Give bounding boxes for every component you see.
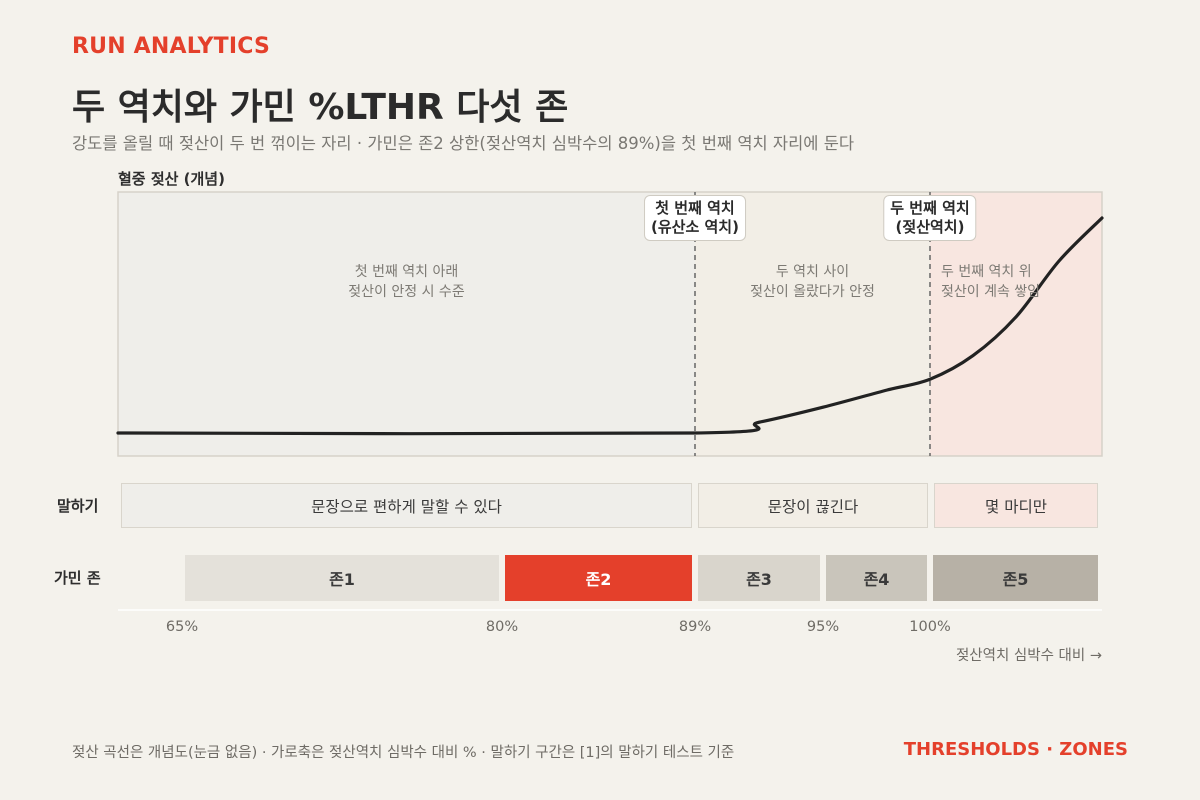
zone-4-bar: 존4 bbox=[826, 555, 927, 601]
region-label-between: 두 역치 사이 젖산이 올랐다가 안정 bbox=[750, 264, 875, 300]
kicker-label: RUN ANALYTICS bbox=[72, 34, 271, 59]
y-axis-label: 혈중 젖산 (개념) bbox=[118, 170, 225, 188]
region-label-below: 첫 번째 역치 아래 젖산이 안정 시 수준 bbox=[348, 264, 465, 300]
page-subtitle: 강도를 올릴 때 젖산이 두 번 꺾이는 자리 · 가민은 존2 상한(젖산역치… bbox=[72, 134, 855, 153]
brand-label: THRESHOLDS · ZONES bbox=[903, 739, 1128, 760]
first-threshold-marker: 첫 번째 역치 (유산소 역치) bbox=[644, 195, 746, 241]
x-tick-label: 80% bbox=[485, 619, 519, 635]
x-tick-label: 100% bbox=[909, 619, 951, 635]
lactate-curve bbox=[116, 216, 1104, 436]
talk-segment-comfortable: 문장으로 편하게 말할 수 있다 bbox=[121, 483, 692, 528]
zone-row-label: 가민 존 bbox=[54, 569, 101, 587]
x-tick-label: 95% bbox=[806, 619, 840, 635]
x-axis-title: 젖산역치 심박수 대비 → bbox=[955, 648, 1102, 664]
footnote: 젖산 곡선은 개념도(눈금 없음) · 가로축은 젖산역치 심박수 대비 % ·… bbox=[72, 745, 735, 761]
second-threshold-marker: 두 번째 역치 (젖산역치) bbox=[883, 195, 977, 241]
zone-3-bar: 존3 bbox=[698, 555, 820, 601]
region-below-first-threshold bbox=[118, 192, 695, 456]
page-title: 두 역치와 가민 %LTHR 다섯 존 bbox=[72, 87, 569, 128]
zone-2-bar: 존2 bbox=[505, 555, 692, 601]
x-tick-label: 89% bbox=[678, 619, 712, 635]
region-label-above: 두 번째 역치 위 젖산이 계속 쌓임 bbox=[941, 264, 1041, 300]
zone-1-bar: 존1 bbox=[185, 555, 499, 601]
plot-frame bbox=[117, 191, 1103, 457]
talk-segment-broken: 문장이 끊긴다 bbox=[698, 483, 928, 528]
talk-segment-few-words: 몇 마디만 bbox=[934, 483, 1098, 528]
zone-5-bar: 존5 bbox=[933, 555, 1098, 601]
talk-row-label: 말하기 bbox=[57, 497, 99, 515]
x-tick-label: 65% bbox=[165, 619, 199, 635]
